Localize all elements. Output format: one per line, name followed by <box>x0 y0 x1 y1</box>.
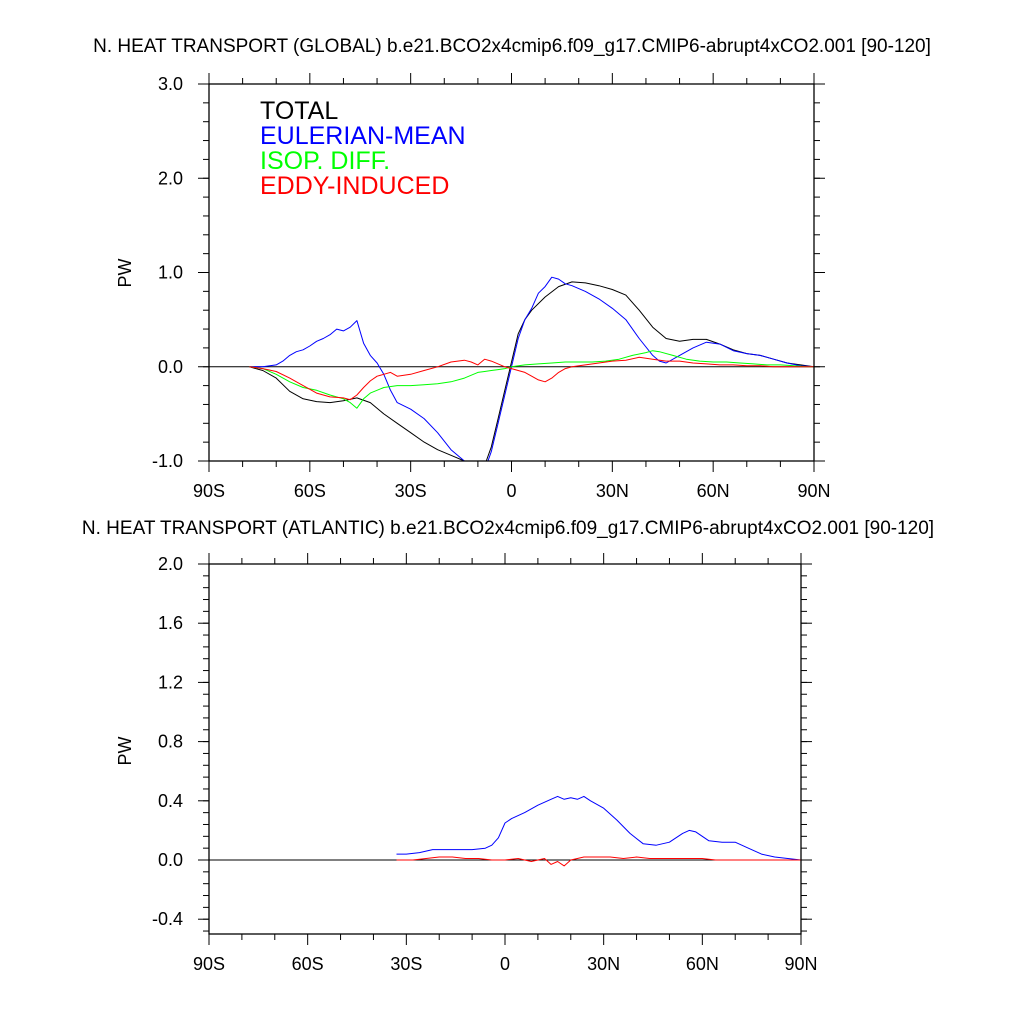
atlantic-plot-frame <box>208 563 802 935</box>
global-panel: N. HEAT TRANSPORT (GLOBAL) b.e21.BCO2x4c… <box>93 36 931 501</box>
atlantic-y-tick-label: 1.2 <box>158 672 183 692</box>
atlantic-x-tick-label: 90N <box>784 954 817 974</box>
atlantic-series-1-line <box>396 856 801 867</box>
atlantic-x-tick-label: 30S <box>390 954 422 974</box>
global-x-tick-label: 60N <box>697 481 730 501</box>
global-total-line <box>249 281 814 461</box>
atlantic-x-tick-label: 90S <box>193 954 225 974</box>
legend-eddy-induced: EDDY-INDUCED <box>260 172 449 200</box>
atlantic-series-0-line <box>396 795 801 861</box>
legend-isop-diff: ISOP. DIFF. <box>260 147 390 175</box>
atlantic-y-axis-label: PW <box>115 736 135 765</box>
global-x-tick-label: 0 <box>506 481 516 501</box>
global-x-tick-label: 90N <box>797 481 830 501</box>
global-x-tick-label: 30N <box>596 481 629 501</box>
atlantic-x-tick-label: 0 <box>500 954 510 974</box>
atlantic-y-tick-label: 2.0 <box>158 554 183 574</box>
atlantic-y-tick-label: 0.0 <box>158 850 183 870</box>
global-y-tick-label: -1.0 <box>152 451 183 471</box>
global-legend: TOTAL EULERIAN-MEAN ISOP. DIFF. EDDY-IND… <box>260 97 466 200</box>
legend-total: TOTAL <box>260 97 338 125</box>
atlantic-y-tick-label: 1.6 <box>158 613 183 633</box>
atlantic-x-tick-label: 60N <box>686 954 719 974</box>
global-x-tick-label: 90S <box>193 481 225 501</box>
atlantic-x-tick-label: 60S <box>292 954 324 974</box>
atlantic-title: N. HEAT TRANSPORT (ATLANTIC) b.e21.BCO2x… <box>82 518 934 539</box>
global-y-tick-label: 2.0 <box>158 168 183 188</box>
atlantic-y-tick-label: 0.8 <box>158 732 183 752</box>
global-x-tick-label: 60S <box>294 481 326 501</box>
legend-eulerian-mean: EULERIAN-MEAN <box>260 122 466 150</box>
global-y-tick-label: 0.0 <box>158 357 183 377</box>
global-isop-diff-line <box>249 350 814 409</box>
atlantic-y-tick-label: -0.4 <box>152 909 183 929</box>
atlantic-y-tick-label: 0.4 <box>158 791 183 811</box>
atlantic-x-tick-label: 30N <box>587 954 620 974</box>
atlantic-panel: N. HEAT TRANSPORT (ATLANTIC) b.e21.BCO2x… <box>82 518 934 974</box>
global-eulerian-mean-line <box>249 276 814 461</box>
global-y-tick-label: 3.0 <box>158 74 183 94</box>
global-y-tick-label: 1.0 <box>158 263 183 283</box>
global-eddy-induced-line <box>249 356 814 401</box>
global-y-axis-label: PW <box>115 258 135 287</box>
global-title: N. HEAT TRANSPORT (GLOBAL) b.e21.BCO2x4c… <box>93 36 931 57</box>
global-x-tick-label: 30S <box>395 481 427 501</box>
